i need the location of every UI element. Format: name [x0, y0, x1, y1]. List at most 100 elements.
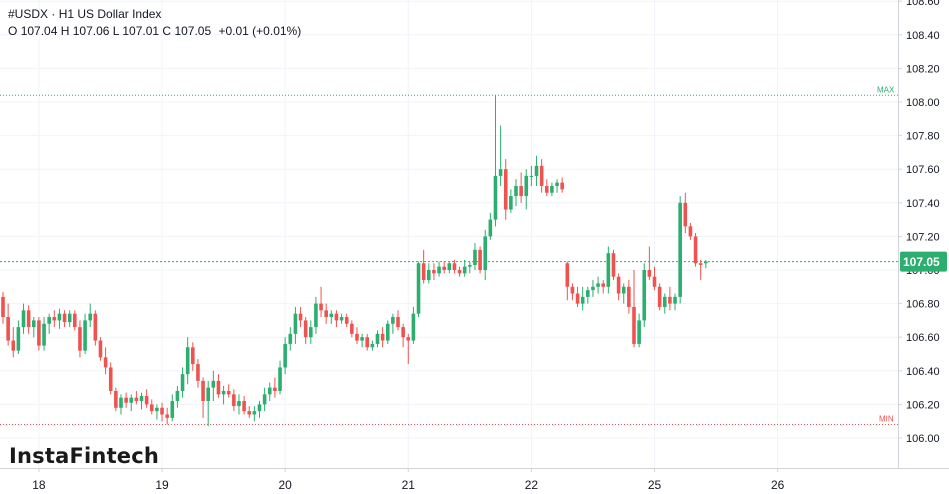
- candle: [78, 320, 82, 358]
- candle-body: [252, 411, 257, 415]
- candle: [221, 385, 226, 405]
- candle-body: [139, 396, 144, 402]
- candle-body: [555, 182, 559, 186]
- candle-body: [380, 333, 385, 341]
- candle: [93, 310, 98, 346]
- candle-body: [98, 340, 103, 358]
- candle-body: [560, 182, 564, 190]
- candle: [257, 401, 262, 418]
- candle-body: [370, 343, 375, 348]
- candle: [155, 404, 159, 420]
- candle-body: [606, 253, 611, 287]
- candle-body: [406, 337, 411, 341]
- time-axis[interactable]: 18 19 20 21 22 25 26: [0, 468, 949, 494]
- candle-body: [26, 310, 31, 328]
- candle-body: [647, 270, 652, 277]
- symbol-title: #USDX · H1 US Dollar Index: [8, 6, 301, 23]
- candle-body: [657, 286, 662, 307]
- candle-body: [355, 333, 359, 341]
- price-axis-bg: [898, 0, 949, 494]
- candle-body: [314, 303, 318, 328]
- candle-body: [621, 286, 626, 294]
- candle: [616, 273, 621, 301]
- interval: H1: [58, 7, 75, 21]
- candle-body: [678, 202, 682, 297]
- candle-body: [509, 196, 513, 210]
- candle-body: [196, 364, 200, 381]
- candle: [483, 229, 488, 281]
- candle: [273, 377, 277, 398]
- price-badge-bg: [900, 251, 947, 272]
- candle-body: [278, 367, 282, 391]
- candle: [647, 246, 652, 281]
- candle-body: [693, 236, 698, 264]
- price-axis[interactable]: 106.00106.20106.40106.60106.80107.00107.…: [898, 0, 949, 494]
- candle-body: [616, 276, 621, 294]
- price-tick-label: 106.40: [906, 366, 940, 378]
- candle: [411, 306, 416, 344]
- candle-body: [652, 276, 657, 287]
- candle-body: [119, 397, 123, 408]
- candle: [437, 261, 441, 277]
- min-line-label: MIN: [879, 415, 894, 424]
- candle-body: [257, 404, 262, 412]
- candle: [26, 305, 31, 334]
- candle-body: [216, 380, 221, 395]
- candle-body: [688, 226, 693, 237]
- candle: [539, 159, 544, 193]
- candle: [668, 286, 672, 311]
- candle: [226, 384, 231, 398]
- candle-body: [457, 270, 462, 274]
- time-axis-bg: [0, 468, 949, 494]
- price-tick-label: 107.40: [906, 198, 940, 210]
- candle-body: [237, 401, 241, 407]
- candle-body: [201, 380, 205, 402]
- candle-body: [329, 313, 334, 318]
- candle-body: [344, 317, 349, 324]
- candle-body: [226, 390, 231, 395]
- candle-body: [529, 175, 534, 177]
- candle: [529, 165, 534, 186]
- candle: [580, 286, 585, 311]
- candle-body: [83, 320, 87, 351]
- candle-body: [129, 397, 134, 403]
- candle: [37, 317, 41, 351]
- candle: [514, 179, 518, 207]
- candle: [42, 317, 46, 351]
- brand-logo: InstaFintech: [9, 444, 160, 468]
- instrument-name: US Dollar Index: [77, 7, 162, 21]
- candle: [570, 283, 575, 301]
- candle: [560, 177, 564, 193]
- candle: [237, 394, 241, 415]
- candle: [468, 261, 472, 274]
- candle: [657, 283, 662, 311]
- candle: [601, 280, 606, 294]
- candle: [52, 310, 57, 328]
- candle: [314, 296, 318, 334]
- candle: [211, 370, 216, 402]
- candle: [632, 270, 636, 348]
- candle-body: [175, 390, 180, 402]
- current-price-badge: 107.05: [900, 251, 947, 272]
- candle-body: [642, 270, 647, 321]
- candle: [662, 293, 667, 314]
- candle: [232, 389, 236, 412]
- price-tick-label: 108.00: [906, 97, 940, 109]
- candle: [134, 390, 139, 405]
- candle-body: [134, 397, 139, 402]
- candle-body: [298, 313, 303, 321]
- candle: [591, 280, 595, 297]
- candle: [524, 169, 529, 210]
- candle: [447, 261, 452, 274]
- candle-body: [114, 390, 118, 408]
- candle: [478, 246, 482, 274]
- candle: [621, 283, 626, 304]
- candle-body: [601, 283, 606, 287]
- candle: [606, 246, 611, 294]
- candle-body: [668, 296, 672, 304]
- candle-body: [637, 320, 641, 344]
- candle: [160, 402, 164, 422]
- candle: [83, 313, 87, 354]
- close-label: C: [162, 24, 172, 38]
